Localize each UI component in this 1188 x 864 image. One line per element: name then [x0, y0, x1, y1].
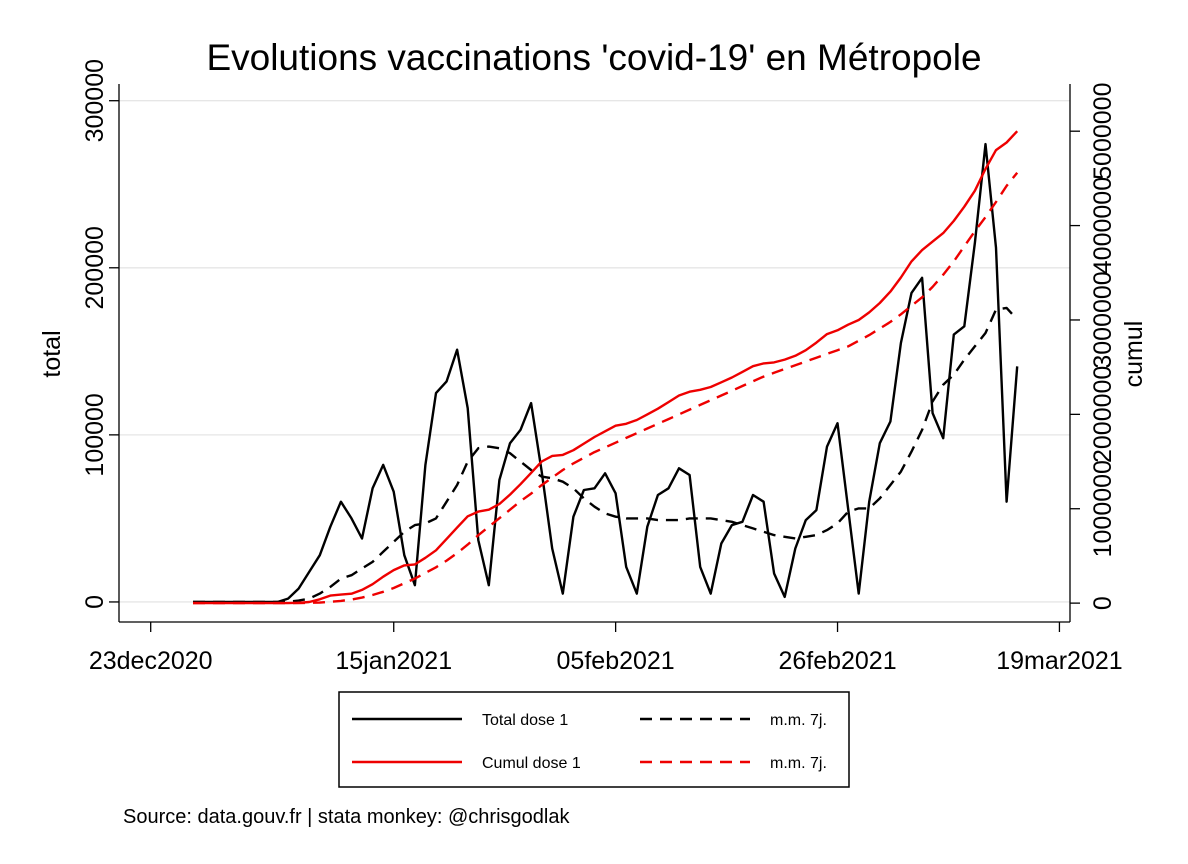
x-tick-label: 15jan2021 [335, 647, 452, 675]
y-right-tick-label: 5000000 [1089, 83, 1117, 180]
legend: Total dose 1 m.m. 7j. Cumul dose 1 m.m. 7j. [338, 691, 850, 788]
y-right-tick-label: 4000000 [1089, 177, 1117, 274]
y-left-tick-label: 100000 [81, 393, 109, 476]
x-tick-label: 19mar2021 [996, 647, 1122, 675]
legend-box [338, 691, 850, 788]
series-line-m-m-7j--left [193, 306, 1019, 604]
y-right-tick-label: 2000000 [1089, 366, 1117, 463]
y-axis-right-label: cumul [1120, 321, 1148, 388]
series-line-total-dose-1-left [193, 142, 1019, 604]
y-right-tick-label: 3000000 [1089, 271, 1117, 368]
grid-lines [119, 100, 1070, 603]
y-axis-left-label: total [38, 330, 66, 377]
series-line-cumul-dose-1-right [193, 130, 1019, 605]
y-left-tick-label: 300000 [81, 59, 109, 142]
chart-title: Evolutions vaccinations 'covid-19' en Mé… [206, 37, 981, 78]
y-left-tick-label: 200000 [81, 226, 109, 309]
y-left-tick-label: 0 [81, 595, 109, 609]
series-line-m-m-7j--right [193, 171, 1019, 605]
axes-group: 0100000200000300000010000002000000300000… [81, 59, 1123, 675]
x-tick-label: 23dec2020 [89, 647, 213, 675]
legend-label: Cumul dose 1 [482, 755, 581, 772]
source-note: Source: data.gouv.fr | stata monkey: @ch… [123, 806, 570, 828]
y-right-tick-label: 1000000 [1089, 460, 1117, 557]
x-tick-label: 26feb2021 [778, 647, 896, 675]
legend-label: Total dose 1 [482, 712, 568, 729]
legend-label: m.m. 7j. [770, 755, 827, 772]
legend-label: m.m. 7j. [770, 712, 827, 729]
x-tick-label: 05feb2021 [557, 647, 675, 675]
series-group [193, 130, 1019, 605]
y-right-tick-label: 0 [1089, 596, 1117, 610]
